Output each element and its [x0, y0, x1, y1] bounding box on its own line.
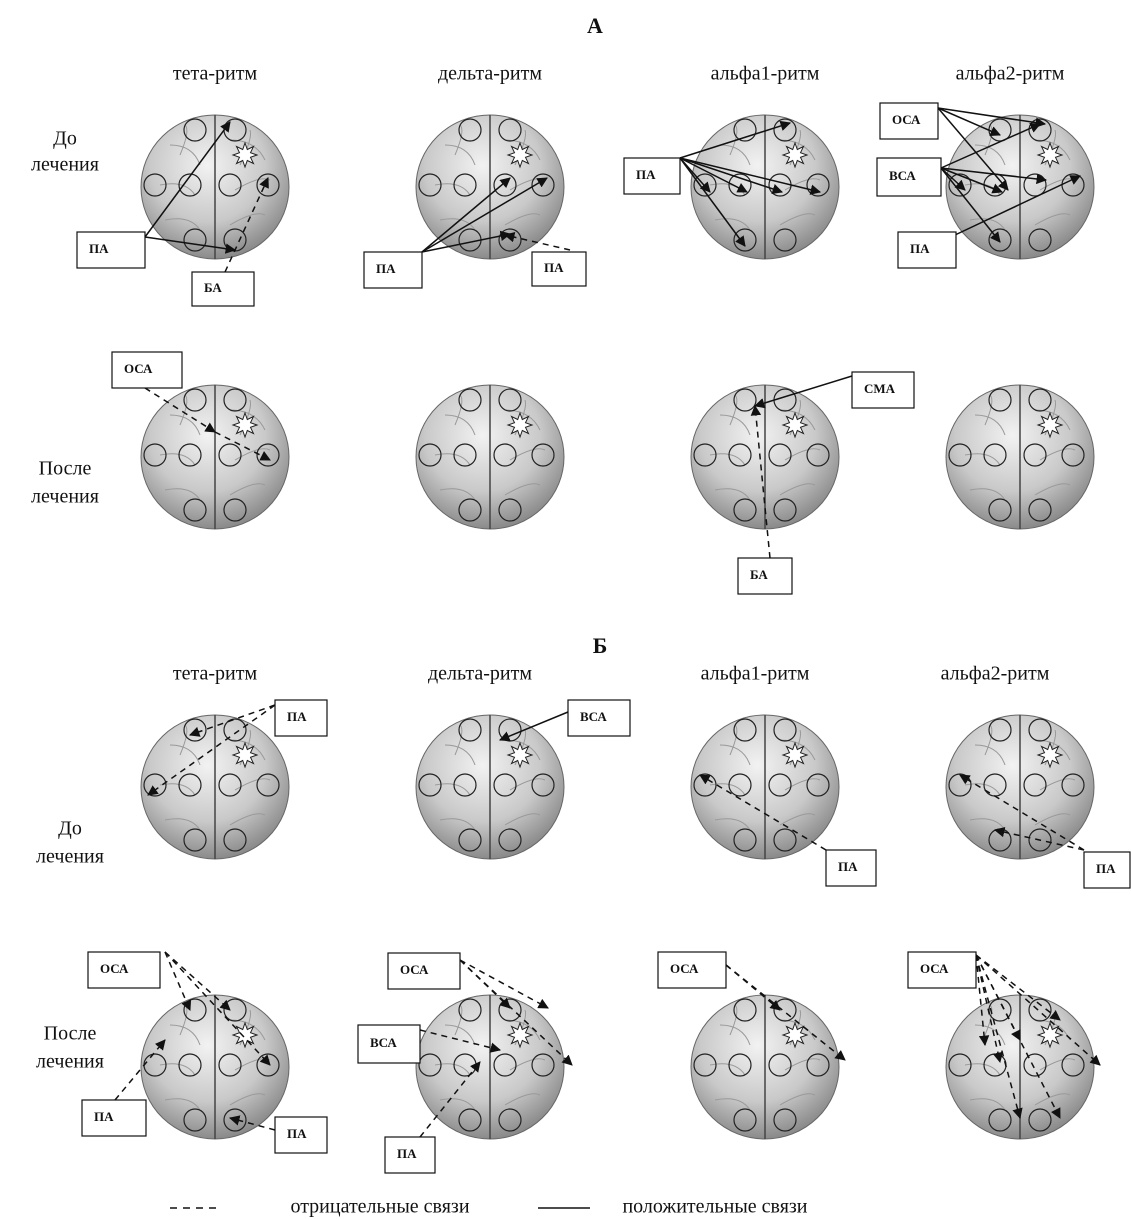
area-box-frame — [77, 232, 145, 268]
row-label: После — [44, 1023, 97, 1045]
focus-marker — [508, 1023, 532, 1047]
brain — [141, 385, 289, 529]
brain — [946, 715, 1094, 859]
brain — [416, 995, 564, 1139]
area-box: ОСА — [908, 952, 976, 988]
column-header: тета-ритм — [173, 663, 258, 685]
area-box: ПА — [82, 1100, 146, 1136]
row-label: После — [39, 458, 92, 480]
area-box-label: ПА — [838, 859, 858, 874]
focus-marker — [233, 743, 257, 767]
column-header: альфа2-ритм — [956, 63, 1065, 85]
column-header: дельта-ритм — [428, 663, 532, 685]
area-box-label: ПА — [376, 261, 396, 276]
area-box: БА — [738, 558, 792, 594]
area-box: ПА — [898, 232, 956, 268]
column-header: тета-ритм — [173, 63, 258, 85]
focus-marker — [508, 743, 532, 767]
area-box-label: ВСА — [370, 1035, 397, 1050]
legend-positive: положительные связи — [622, 1196, 807, 1218]
row-label: лечения — [36, 846, 104, 868]
area-box-label: ВСА — [889, 168, 916, 183]
focus-marker — [233, 1023, 257, 1047]
area-box: ОСА — [658, 952, 726, 988]
focus-marker — [783, 1023, 807, 1047]
brain — [141, 715, 289, 859]
area-box-label: ПА — [397, 1146, 417, 1161]
area-box: ВСА — [568, 700, 630, 736]
brain — [946, 115, 1094, 259]
area-box-frame — [82, 1100, 146, 1136]
brain — [946, 385, 1094, 529]
area-box-label: ОСА — [100, 961, 129, 976]
focus-marker — [1038, 413, 1062, 437]
area-box: ПА — [1084, 852, 1130, 888]
legend-negative: отрицательные связи — [290, 1196, 469, 1218]
focus-marker — [233, 413, 257, 437]
area-box: ПА — [624, 158, 680, 194]
focus-marker — [508, 143, 532, 167]
area-box: ПА — [385, 1137, 435, 1173]
section-title: Б — [593, 633, 608, 658]
focus-marker — [783, 743, 807, 767]
row-label: До — [53, 128, 77, 150]
area-box: БА — [192, 272, 254, 306]
column-header: альфа2-ритм — [941, 663, 1050, 685]
area-box: ВСА — [877, 158, 941, 196]
area-box-label: ОСА — [400, 962, 429, 977]
row-label: До — [58, 818, 82, 840]
row-label: лечения — [36, 1051, 104, 1073]
area-box-label: ВСА — [580, 709, 607, 724]
focus-marker — [1038, 1023, 1062, 1047]
area-box: ПА — [77, 232, 145, 268]
column-header: дельта-ритм — [438, 63, 542, 85]
brain — [141, 115, 289, 259]
area-box-label: БА — [204, 280, 222, 295]
focus-marker — [508, 413, 532, 437]
brain — [691, 995, 839, 1139]
brain — [416, 715, 564, 859]
focus-marker — [1038, 143, 1062, 167]
brain — [691, 385, 839, 529]
area-box: ОСА — [388, 953, 460, 989]
area-box-label: ПА — [544, 260, 564, 275]
area-box-label: БА — [750, 567, 768, 582]
column-header: альфа1-ритм — [711, 63, 820, 85]
area-box: ПА — [275, 1117, 327, 1153]
focus-marker — [233, 143, 257, 167]
area-box-frame — [192, 272, 254, 306]
area-box-label: СМА — [864, 381, 896, 396]
area-box-label: ОСА — [892, 112, 921, 127]
area-box: ОСА — [88, 952, 160, 988]
figure: отрицательные связи положительные связи … — [0, 0, 1131, 1219]
area-box: ПА — [826, 850, 876, 886]
area-box-label: ОСА — [920, 961, 949, 976]
brain — [691, 715, 839, 859]
area-box: ПА — [364, 252, 422, 288]
area-box-label: ПА — [89, 241, 109, 256]
focus-marker — [783, 413, 807, 437]
brain — [141, 995, 289, 1139]
area-box: ПА — [532, 252, 586, 286]
column-header: альфа1-ритм — [701, 663, 810, 685]
area-box: ОСА — [112, 352, 182, 388]
area-box-label: ПА — [287, 709, 307, 724]
area-box-label: ПА — [910, 241, 930, 256]
area-box: СМА — [852, 372, 914, 408]
area-box-label: ПА — [94, 1109, 114, 1124]
area-box-label: ПА — [636, 167, 656, 182]
area-box-label: ПА — [287, 1126, 307, 1141]
area-box-label: ПА — [1096, 861, 1116, 876]
brain — [416, 385, 564, 529]
area-box: ПА — [275, 700, 327, 736]
area-box-label: ОСА — [670, 961, 699, 976]
area-box: ВСА — [358, 1025, 420, 1063]
area-box-label: ОСА — [124, 361, 153, 376]
row-label: лечения — [31, 154, 99, 176]
section-title: А — [587, 13, 603, 38]
area-box: ОСА — [880, 103, 938, 139]
row-label: лечения — [31, 486, 99, 508]
focus-marker — [1038, 743, 1062, 767]
focus-marker — [783, 143, 807, 167]
